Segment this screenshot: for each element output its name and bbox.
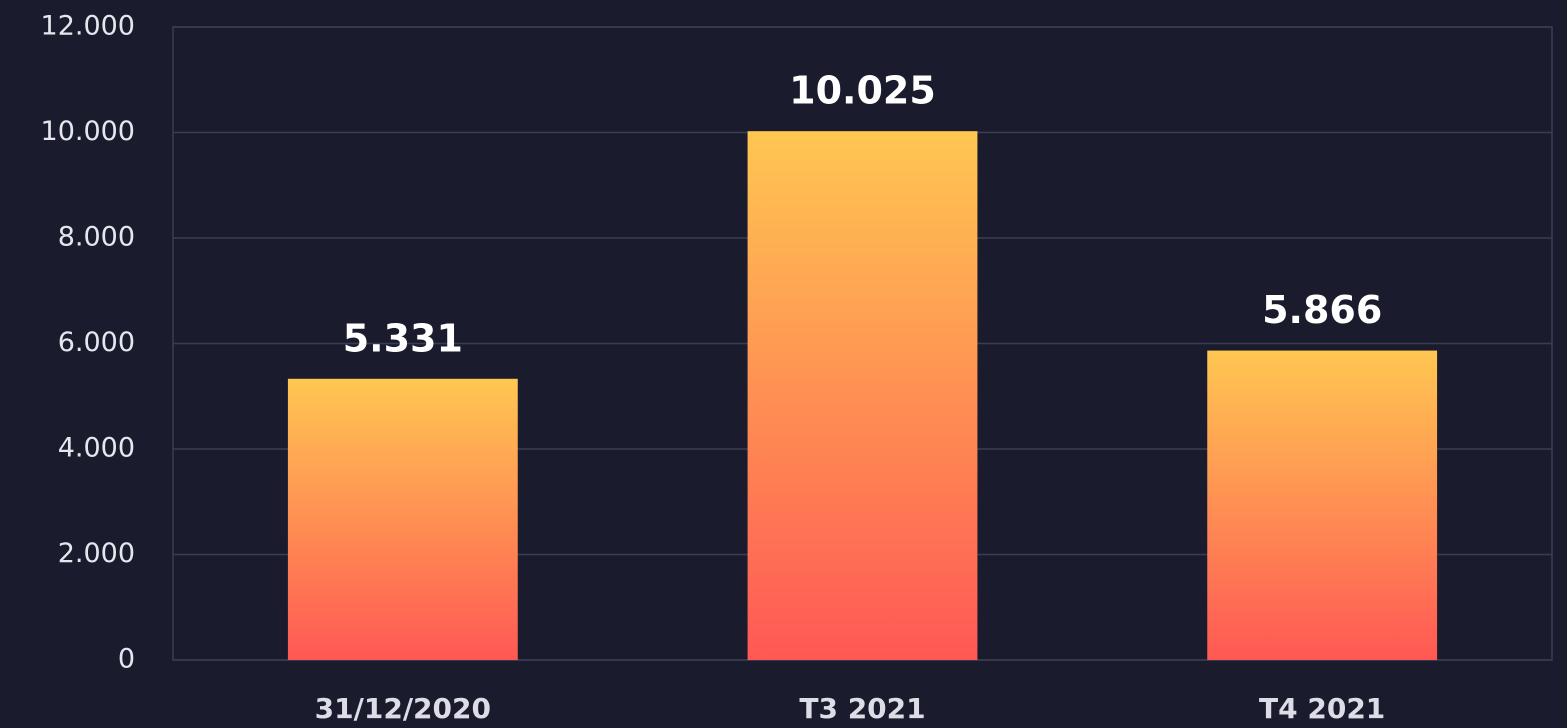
bar <box>1207 350 1438 660</box>
y-tick-label: 0 <box>118 644 135 675</box>
y-tick-label: 8.000 <box>58 222 135 253</box>
bar <box>287 378 518 660</box>
x-tick-label: T3 2021 <box>799 692 925 725</box>
y-tick-label: 12.000 <box>41 11 135 42</box>
value-label: 5.866 <box>1262 288 1382 332</box>
value-label: 10.025 <box>789 69 936 113</box>
y-tick-label: 4.000 <box>58 433 135 464</box>
bar <box>747 131 978 660</box>
x-tick-label: T4 2021 <box>1259 692 1385 725</box>
value-label: 5.331 <box>343 316 463 360</box>
x-tick-label: 31/12/2020 <box>315 692 491 725</box>
y-tick-label: 6.000 <box>58 327 135 358</box>
y-tick-label: 10.000 <box>41 116 135 147</box>
y-tick-label: 2.000 <box>58 538 135 569</box>
